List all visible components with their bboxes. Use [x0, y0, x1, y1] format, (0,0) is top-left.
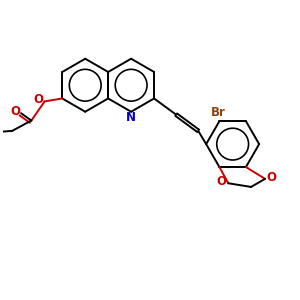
- Text: Br: Br: [211, 106, 225, 119]
- Text: O: O: [10, 105, 20, 118]
- Text: O: O: [34, 93, 44, 106]
- Text: N: N: [126, 110, 136, 124]
- Text: O: O: [217, 175, 227, 188]
- Text: O: O: [266, 171, 277, 184]
